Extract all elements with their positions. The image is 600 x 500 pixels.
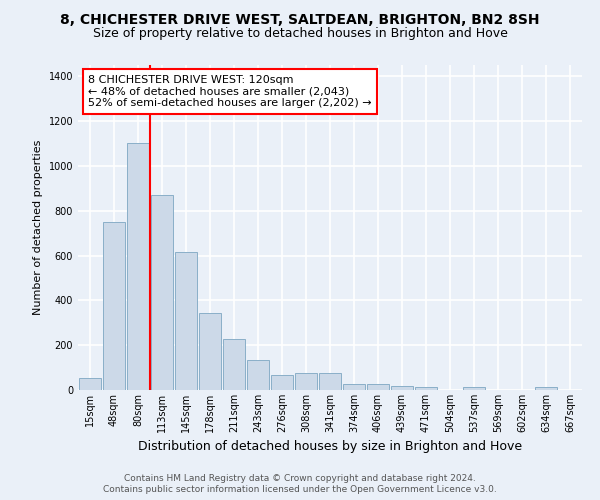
Bar [391, 386, 413, 390]
Y-axis label: Number of detached properties: Number of detached properties [33, 140, 43, 315]
Bar [79, 378, 101, 390]
Bar [415, 388, 437, 390]
Text: 8, CHICHESTER DRIVE WEST, SALTDEAN, BRIGHTON, BN2 8SH: 8, CHICHESTER DRIVE WEST, SALTDEAN, BRIG… [60, 12, 540, 26]
Bar [319, 373, 341, 390]
Text: 8 CHICHESTER DRIVE WEST: 120sqm
← 48% of detached houses are smaller (2,043)
52%: 8 CHICHESTER DRIVE WEST: 120sqm ← 48% of… [88, 74, 372, 108]
Bar [127, 144, 149, 390]
Text: Size of property relative to detached houses in Brighton and Hove: Size of property relative to detached ho… [92, 28, 508, 40]
Bar [535, 388, 557, 390]
Bar [199, 312, 221, 390]
Bar [367, 384, 389, 390]
X-axis label: Distribution of detached houses by size in Brighton and Hove: Distribution of detached houses by size … [138, 440, 522, 454]
Bar [463, 388, 485, 390]
Bar [343, 384, 365, 390]
Bar [175, 252, 197, 390]
Text: Contains HM Land Registry data © Crown copyright and database right 2024.
Contai: Contains HM Land Registry data © Crown c… [103, 474, 497, 494]
Bar [151, 195, 173, 390]
Bar [295, 373, 317, 390]
Bar [247, 360, 269, 390]
Bar [271, 376, 293, 390]
Bar [223, 339, 245, 390]
Bar [103, 222, 125, 390]
